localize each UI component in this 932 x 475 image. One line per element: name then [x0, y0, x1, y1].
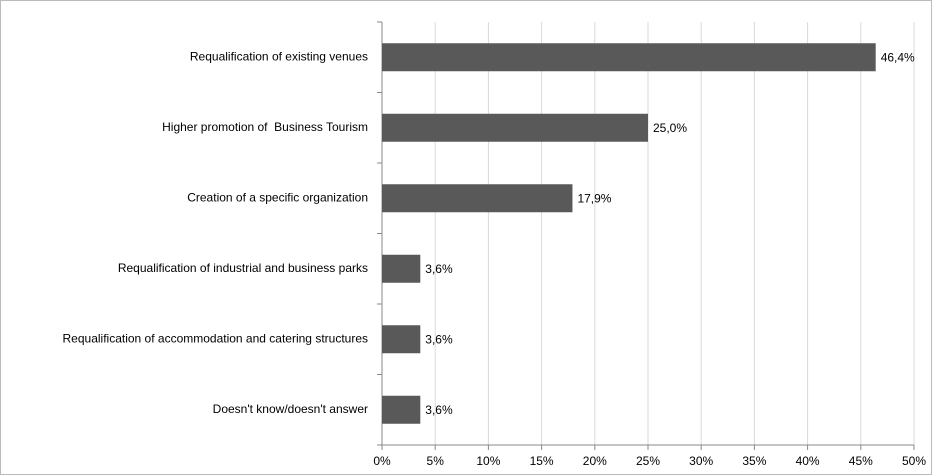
y-tick-label: Requalification of industrial and busine… [118, 261, 368, 275]
value-label: 46,4% [881, 50, 915, 64]
value-label: 25,0% [653, 121, 687, 135]
x-tick-label: 5% [427, 454, 445, 468]
x-tick-label: 0% [373, 454, 391, 468]
x-tick-label: 10% [476, 454, 500, 468]
bar [382, 395, 421, 424]
bar [382, 254, 421, 283]
value-label: 3,6% [425, 332, 453, 346]
x-tick-label: 20% [583, 454, 607, 468]
y-tick-label: Requalification of existing venues [190, 49, 368, 63]
y-tick-label: Creation of a specific organization [187, 190, 368, 204]
bar [382, 43, 876, 72]
x-tick-label: 45% [849, 454, 873, 468]
bar [382, 184, 573, 213]
x-tick-label: 40% [796, 454, 820, 468]
x-tick-label: 50% [902, 454, 926, 468]
value-label: 3,6% [425, 262, 453, 276]
value-label: 3,6% [425, 403, 453, 417]
value-label: 17,9% [577, 191, 611, 205]
x-tick-label: 30% [689, 454, 713, 468]
bar [382, 113, 648, 142]
x-tick-label: 15% [530, 454, 554, 468]
y-tick-label: Higher promotion of Business Tourism [162, 120, 368, 134]
y-tick-label: Doesn't know/doesn't answer [213, 402, 368, 416]
bar [382, 325, 421, 354]
x-tick-label: 25% [636, 454, 660, 468]
y-tick-label: Requalification of accommodation and cat… [63, 331, 369, 345]
x-tick-label: 35% [742, 454, 766, 468]
